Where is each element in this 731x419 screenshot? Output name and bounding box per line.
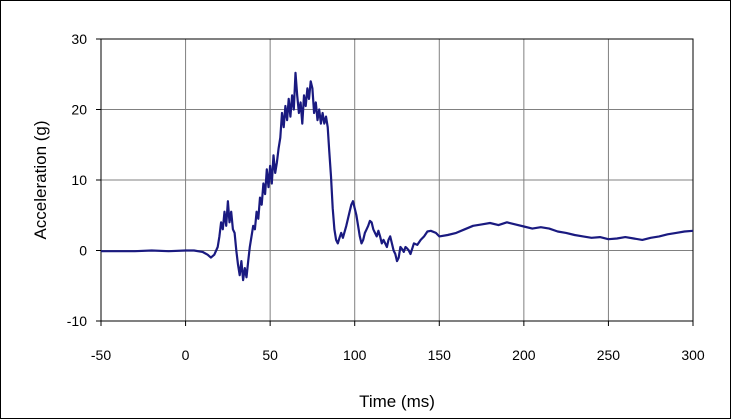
x-tick-label: 300 — [681, 347, 705, 363]
y-tick-label: 20 — [71, 102, 87, 118]
x-tick-label: 200 — [512, 347, 536, 363]
x-tick-label: 100 — [343, 347, 367, 363]
x-tick-label: 250 — [597, 347, 621, 363]
y-tick-label: 10 — [71, 172, 87, 188]
x-tick-label: -50 — [91, 347, 111, 363]
x-tick-label: 150 — [428, 347, 452, 363]
x-tick-label: 50 — [262, 347, 278, 363]
grid-layer — [101, 39, 693, 321]
x-axis-ticks: -50 0 50 100 150 200 250 300 — [91, 321, 705, 363]
x-axis-title: Time (ms) — [359, 392, 435, 411]
x-tick-label: 0 — [182, 347, 190, 363]
y-tick-label: -10 — [67, 313, 87, 329]
y-tick-label: 30 — [71, 31, 87, 47]
series-line — [101, 71, 694, 282]
y-tick-label: 0 — [79, 243, 87, 259]
y-axis-ticks: -10 0 10 20 30 — [67, 31, 101, 329]
y-axis-title: Acceleration (g) — [31, 120, 50, 239]
